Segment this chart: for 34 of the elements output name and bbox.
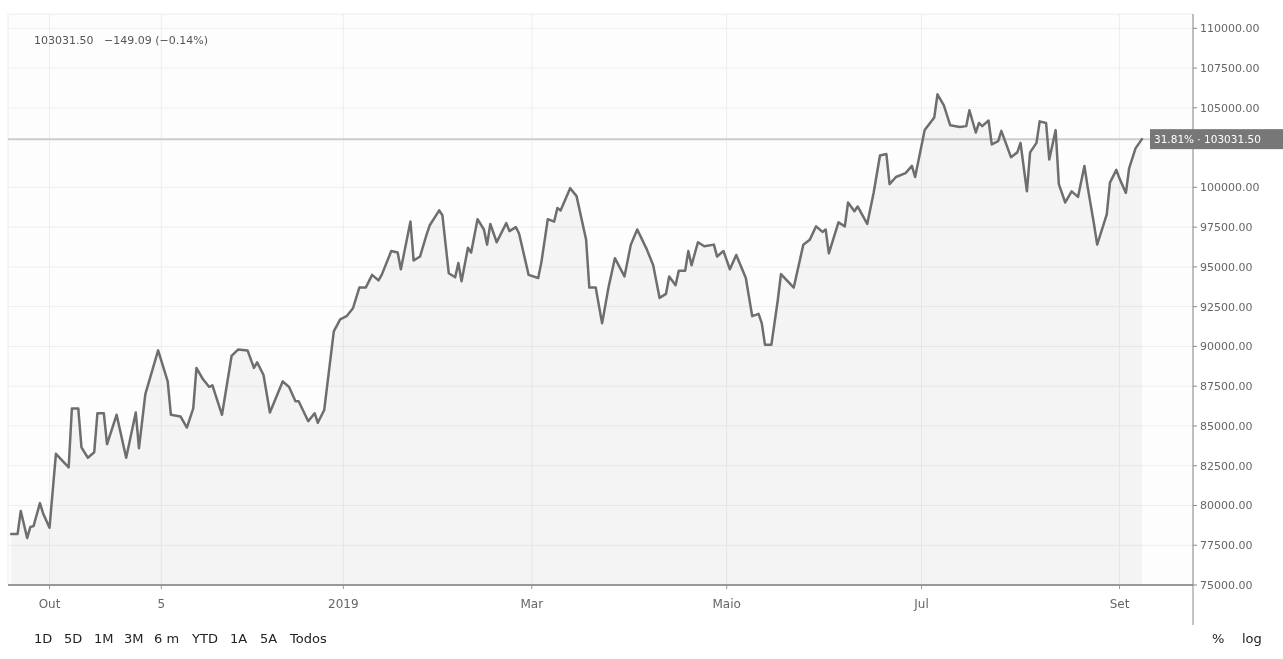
x-tick-label: Jul	[913, 597, 929, 611]
text: 1M	[94, 631, 114, 646]
y-tick-label: 110000.00	[1200, 22, 1260, 36]
x-tick-label: 2019	[328, 597, 359, 611]
y-tick-label: 97500.00	[1200, 221, 1253, 235]
y-tick-label: 95000.00	[1200, 260, 1253, 274]
text: 6 m	[154, 631, 180, 646]
y-tick-label: 82500.00	[1200, 459, 1253, 473]
y-tick-label: 80000.00	[1200, 499, 1253, 513]
y-tick-label: 77500.00	[1200, 539, 1253, 553]
text: 3M	[124, 631, 144, 646]
ref-line-label: 31.81% · 103031.50	[1154, 133, 1261, 146]
y-tick-label: 85000.00	[1200, 419, 1253, 433]
y-tick-label: 75000.00	[1200, 579, 1253, 592]
x-tick-label: Out	[38, 597, 61, 611]
text: 103031.50 −149.09 (−0.14%)	[34, 34, 208, 47]
x-tick-label: Set	[1109, 597, 1130, 611]
y-tick-label: 92500.00	[1200, 300, 1253, 314]
x-tick-label: Maio	[712, 597, 741, 611]
text: %	[1212, 631, 1225, 646]
x-tick-label: 5	[157, 597, 166, 611]
text: 5D	[64, 631, 83, 646]
text: 5A	[260, 631, 278, 646]
y-tick-label: 90000.00	[1200, 340, 1253, 354]
text: YTD	[191, 631, 218, 646]
text: 1A	[230, 631, 248, 646]
text: 1D	[34, 631, 53, 646]
y-tick-label: 87500.00	[1200, 380, 1253, 394]
text: Todos	[289, 631, 327, 646]
y-tick-label: 107500.00	[1200, 62, 1260, 76]
y-tick-label: 100000.00	[1200, 181, 1260, 195]
x-tick-label: Mar	[520, 597, 544, 611]
text: log	[1242, 631, 1262, 646]
y-tick-label: 105000.00	[1200, 101, 1260, 115]
